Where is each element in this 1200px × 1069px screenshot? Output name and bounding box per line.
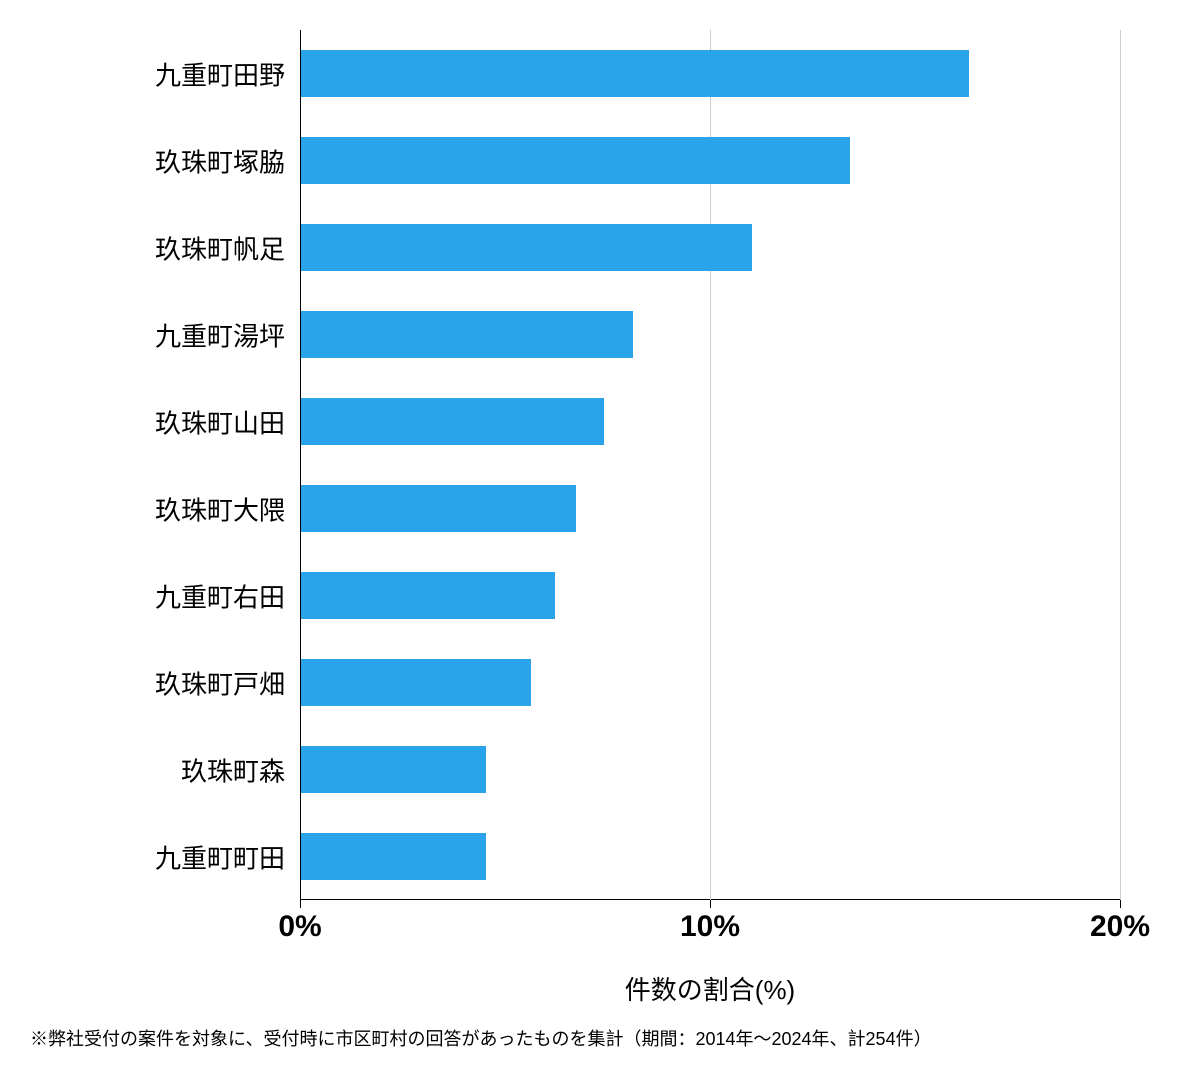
chart-container: 件数の割合(%) ※弊社受付の案件を対象に、受付時に市区町村の回答があったものを… [0, 0, 1200, 1069]
y-category-label: 玖珠町森 [181, 751, 285, 788]
y-category-label: 九重町町田 [155, 838, 285, 875]
y-category-label: 玖珠町戸畑 [155, 664, 285, 701]
y-category-label: 九重町田野 [155, 55, 285, 92]
bar [301, 485, 576, 533]
x-axis-title: 件数の割合(%) [300, 970, 1120, 1007]
x-tick [1120, 900, 1121, 908]
x-tick-label: 0% [278, 910, 321, 944]
y-category-label: 玖珠町塚脇 [155, 142, 285, 179]
x-tick [710, 900, 711, 908]
bar [301, 746, 486, 794]
gridline [1120, 30, 1121, 900]
bar [301, 659, 531, 707]
y-category-label: 玖珠町帆足 [155, 229, 285, 266]
bar [301, 311, 633, 359]
y-category-label: 玖珠町山田 [155, 403, 285, 440]
y-category-label: 九重町右田 [155, 577, 285, 614]
x-tick [300, 900, 301, 908]
footnote-text: ※弊社受付の案件を対象に、受付時に市区町村の回答があったものを集計（期間：201… [30, 1025, 932, 1051]
bar [301, 398, 604, 446]
bar [301, 137, 850, 185]
plot-area [300, 30, 1120, 900]
y-category-label: 玖珠町大隈 [155, 490, 285, 527]
bar [301, 833, 486, 881]
y-category-label: 九重町湯坪 [155, 316, 285, 353]
bar [301, 572, 555, 620]
bar [301, 224, 752, 272]
x-tick-label: 20% [1090, 910, 1150, 944]
x-tick-label: 10% [680, 910, 740, 944]
bar [301, 50, 969, 98]
